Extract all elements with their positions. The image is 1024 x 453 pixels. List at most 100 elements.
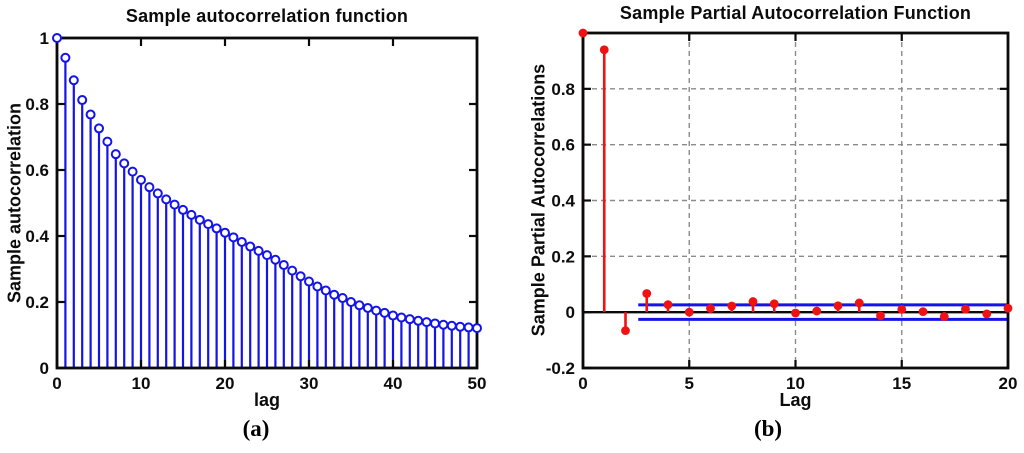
stem-marker — [102, 136, 113, 147]
stem-marker — [295, 271, 306, 282]
stem-marker — [245, 241, 256, 252]
y-tick-label: 0.4 — [551, 192, 575, 211]
stem-marker — [769, 299, 779, 309]
stem-marker — [396, 312, 407, 323]
y-tick-label: 0.2 — [551, 247, 575, 266]
stem-marker — [194, 214, 205, 225]
caption-b: (b) — [753, 416, 783, 441]
y-tick-label: 0.2 — [25, 293, 49, 312]
panel-pacf: 0 5 10 15 20 -0.2 0 0.2 0.4 0.6 0.8 Sample Partial… — [512, 0, 1024, 453]
stem-marker — [312, 281, 323, 292]
stem-marker — [748, 297, 758, 306]
stem-marker — [304, 276, 314, 287]
stem-marker — [404, 314, 415, 325]
stem-marker — [136, 174, 146, 185]
stem-marker — [287, 265, 298, 276]
x-tick-label: 20 — [999, 374, 1018, 393]
stem-marker — [1003, 303, 1013, 313]
pacf-chart: 0 5 10 15 20-0.200.20.40.60.8 — [546, 28, 1018, 393]
x-tick-label: 15 — [892, 374, 911, 393]
stem-marker — [60, 52, 71, 63]
stem-marker — [278, 260, 289, 271]
stem-marker — [144, 182, 155, 193]
stem-marker — [455, 321, 466, 332]
stem-marker — [982, 309, 992, 319]
stem-marker — [203, 219, 214, 230]
stem-marker — [621, 326, 630, 335]
stem-marker — [362, 302, 373, 313]
stem-marker — [463, 322, 474, 333]
stem-marker — [354, 300, 365, 311]
x-tick-label: 10 — [132, 374, 151, 393]
stem-marker — [961, 304, 970, 314]
x-tick-label: 40 — [384, 374, 403, 393]
pacf-x-axis-label: Lag — [779, 390, 812, 410]
stem-marker — [220, 227, 230, 238]
x-tick-label: 0 — [578, 374, 587, 393]
x-tick-label: 30 — [300, 374, 319, 393]
stem-marker — [127, 166, 138, 177]
stem-marker — [388, 310, 398, 321]
stem-marker — [446, 320, 457, 331]
caption-a: (a) — [242, 416, 270, 441]
acf-y-axis-label: Sample autocorrelation — [4, 102, 25, 304]
stem-marker — [833, 301, 843, 311]
x-tick-label: 0 — [52, 374, 61, 393]
x-tick-label: 20 — [216, 374, 235, 393]
acf-x-axis-label: lag — [253, 390, 280, 410]
stem-marker — [270, 254, 281, 265]
acf-chart: 0 10 20 30 40 50 0 0.2 0.4 0.6 0.8 1 — [25, 29, 487, 393]
x-tick-label: 5 — [685, 374, 694, 393]
stem-marker — [371, 305, 382, 316]
stem-marker — [854, 298, 864, 308]
stem-marker — [119, 158, 130, 169]
stem-marker — [438, 319, 449, 330]
stem-marker — [876, 311, 885, 321]
stem-marker — [663, 300, 673, 310]
y-tick-label: 0 — [566, 303, 575, 322]
stem-marker — [642, 289, 652, 298]
stem-marker — [85, 109, 96, 120]
y-tick-label: 1 — [40, 29, 49, 48]
x-tick-label: 10 — [786, 374, 805, 393]
stem-marker — [421, 317, 432, 328]
stem-marker — [706, 304, 715, 313]
pacf-chart-title: Sample Partial Autocorrelation Function — [619, 3, 972, 23]
stem-marker — [337, 293, 348, 304]
stem-marker — [178, 204, 188, 215]
stem-marker — [329, 289, 340, 300]
stem-marker — [161, 194, 172, 205]
stem-marker — [253, 245, 264, 256]
stem-marker — [812, 306, 822, 316]
stem-marker — [599, 45, 609, 55]
stem-marker — [413, 315, 424, 326]
axis-frame — [55, 36, 479, 370]
stem-marker — [578, 28, 588, 38]
stem-marker — [152, 188, 163, 199]
stem-marker — [77, 95, 88, 106]
stem-marker — [94, 123, 104, 134]
y-tick-label: -0.2 — [546, 359, 575, 378]
stem-marker — [430, 318, 440, 329]
pacf-y-axis-label: Sample Partial Autocorrelations — [528, 63, 549, 337]
x-tick-label: 50 — [468, 374, 487, 393]
stem-marker — [472, 323, 482, 334]
stem-marker — [110, 149, 121, 160]
stem-marker — [939, 312, 949, 322]
y-tick-label: 0.8 — [551, 80, 575, 99]
acf-chart-title: Sample autocorrelation function — [125, 6, 409, 26]
stem-marker — [320, 285, 331, 296]
y-tick-label: 0.6 — [25, 161, 49, 180]
y-tick-label: 0.8 — [25, 95, 49, 114]
stem-marker — [379, 307, 390, 318]
stem-marker — [684, 307, 694, 317]
stem-marker — [186, 209, 197, 220]
stem-marker — [791, 308, 800, 318]
y-tick-label: 0.6 — [551, 136, 575, 155]
panel-acf: 0 10 20 30 40 50 0 0.2 0.4 0.6 0.8 1 Sample autocor… — [4, 6, 487, 441]
stem-marker — [236, 236, 247, 247]
y-tick-label: 0 — [40, 359, 49, 378]
stem-marker — [918, 307, 928, 317]
y-tick-label: 0.4 — [25, 227, 49, 246]
